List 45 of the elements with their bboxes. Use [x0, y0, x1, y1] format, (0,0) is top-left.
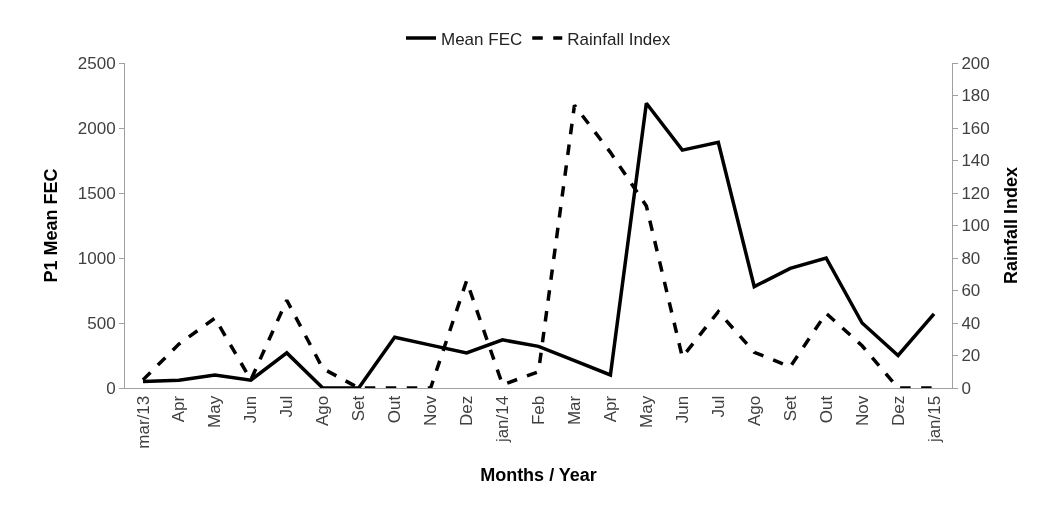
y-tick-label: 0 [106, 378, 116, 398]
y2-tick-label: 160 [961, 118, 990, 138]
y-tick-label: 2000 [77, 118, 116, 138]
y2-tick-label: 180 [961, 86, 990, 106]
x-axis-title: Months / Year [480, 464, 597, 485]
x-tick-label: Nov [852, 395, 872, 427]
x-tick-label: mar/13 [133, 395, 153, 449]
x-tick-label: Out [385, 395, 405, 424]
x-tick-label: Dez [457, 395, 477, 427]
x-tick-label: Jun [672, 395, 692, 424]
y2-tick-label: 20 [961, 346, 981, 366]
legend-label: Rainfall Index [567, 29, 671, 49]
x-tick-label: Jul [277, 395, 297, 418]
y2-axis-title: Rainfall Index [1000, 166, 1021, 285]
x-tick-label: May [205, 395, 225, 428]
x-tick-label: Dez [888, 395, 908, 427]
y2-tick-label: 0 [961, 378, 971, 398]
y2-tick-label: 140 [961, 151, 990, 171]
x-tick-label: Set [780, 395, 800, 422]
x-tick-label: Jun [241, 395, 261, 424]
x-tick-label: Out [816, 395, 836, 424]
y2-tick-label: 120 [961, 183, 990, 203]
y-tick-label: 500 [87, 313, 116, 333]
x-tick-label: Feb [529, 395, 549, 426]
y2-tick-label: 200 [961, 53, 990, 73]
y2-tick-label: 60 [961, 281, 981, 301]
x-tick-label: Ago [744, 395, 764, 427]
x-tick-label: jan/15 [924, 395, 944, 444]
y2-tick-label: 80 [961, 248, 981, 268]
y-tick-label: 1500 [77, 183, 116, 203]
legend-label: Mean FEC [441, 29, 523, 49]
x-tick-label: Jul [708, 395, 728, 418]
x-tick-label: May [636, 395, 656, 428]
x-tick-label: Set [349, 395, 369, 422]
y2-tick-label: 40 [961, 313, 981, 333]
y-tick-label: 2500 [77, 53, 116, 73]
x-tick-label: Mar [564, 395, 584, 426]
y-axis-title: P1 Mean FEC [40, 168, 61, 283]
y-tick-label: 1000 [77, 248, 116, 268]
x-tick-label: Ago [313, 395, 333, 427]
x-tick-label: Apr [169, 395, 189, 423]
y2-tick-label: 100 [961, 216, 990, 236]
x-tick-label: Apr [600, 395, 620, 423]
x-tick-label: jan/14 [493, 395, 513, 444]
x-tick-label: Nov [421, 395, 441, 427]
